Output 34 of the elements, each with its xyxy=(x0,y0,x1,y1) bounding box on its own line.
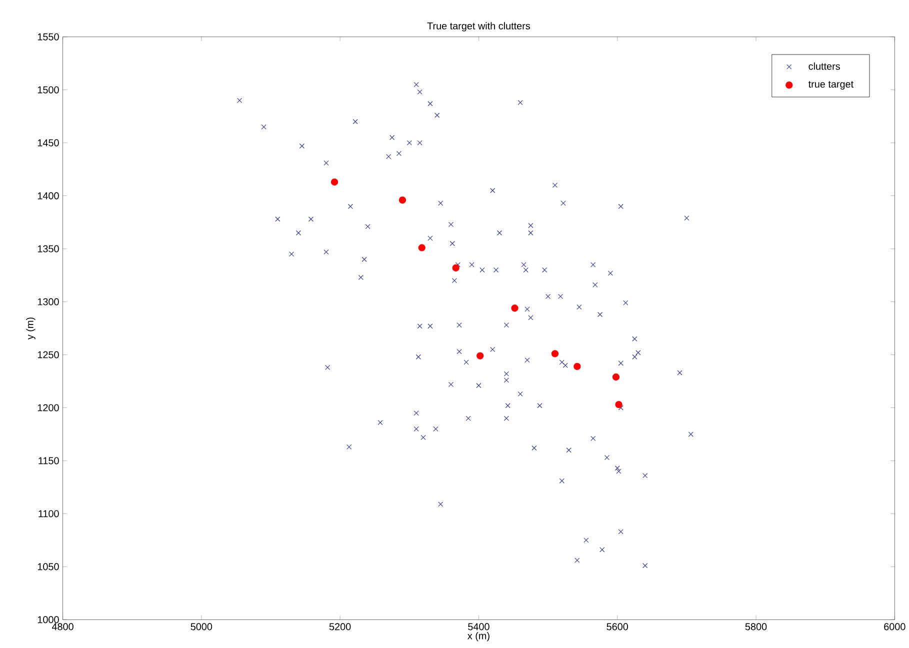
y-tick-label: 1100 xyxy=(38,510,59,518)
x-tick-label: 6000 xyxy=(884,623,906,630)
y-tick-label: 1000 xyxy=(38,616,59,624)
point xyxy=(330,178,338,186)
point xyxy=(418,244,426,252)
y-tick-label: 1400 xyxy=(38,192,59,200)
point xyxy=(476,352,484,360)
y-tick-label: 1350 xyxy=(38,245,59,253)
x-tick-label: 5000 xyxy=(190,623,212,630)
y-tick-label: 1250 xyxy=(38,351,59,358)
x-axis-title: x (m) xyxy=(468,632,490,642)
point xyxy=(615,401,622,408)
chart-title: True target with clutters xyxy=(427,22,530,32)
point xyxy=(612,374,620,381)
x-tick-label: 5600 xyxy=(606,623,628,630)
y-tick-label: 1200 xyxy=(38,404,59,412)
x-tick-label: 5800 xyxy=(745,623,767,630)
y-tick-label: 1550 xyxy=(38,34,59,41)
y-tick-label: 1150 xyxy=(38,457,59,464)
point xyxy=(511,304,518,312)
y-tick-label: 1500 xyxy=(38,86,59,94)
point xyxy=(452,264,460,272)
y-tick-label: 1300 xyxy=(38,298,59,306)
legend-label: true target xyxy=(808,81,854,90)
point xyxy=(398,196,406,204)
x-tick-label: 4800 xyxy=(52,623,74,630)
point xyxy=(551,350,559,358)
point xyxy=(574,363,581,370)
y-tick-label: 1450 xyxy=(38,140,59,147)
y-axis-title: y (m) xyxy=(26,318,36,340)
y-tick-label: 1050 xyxy=(38,563,59,570)
x-tick-label: 5200 xyxy=(329,623,351,630)
legend-label: clutters xyxy=(808,62,840,70)
x-tick-label: 5400 xyxy=(468,623,490,630)
